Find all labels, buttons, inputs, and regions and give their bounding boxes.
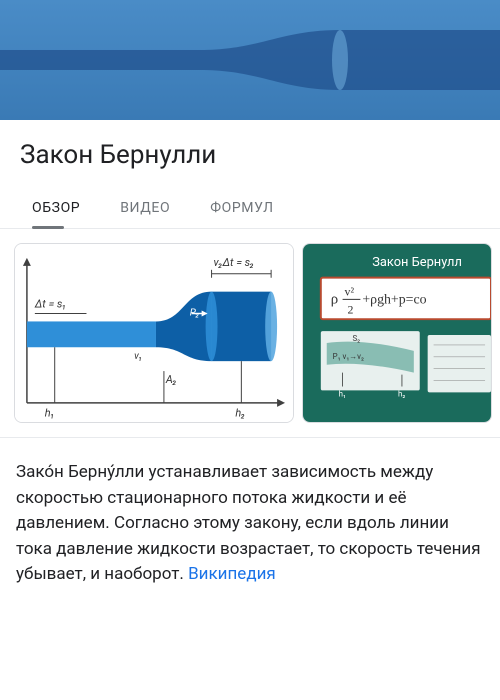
svg-text:v₁: v₁ xyxy=(134,351,142,362)
svg-text:v²: v² xyxy=(345,284,355,298)
thumb-diagram[interactable]: v₂Δt = s₂ Δt = s₁ P₂ v₁ A₂ h₁ h₂ xyxy=(14,243,294,423)
description-block: Зако́н Берну́лли устанавливает зависимос… xyxy=(0,438,500,604)
svg-text:Δt = s₁: Δt = s₁ xyxy=(34,298,66,311)
source-link[interactable]: Википедия xyxy=(188,564,276,584)
svg-text:Закон Бернулл: Закон Бернулл xyxy=(372,255,462,270)
hero-banner xyxy=(0,0,500,120)
bernoulli-pipe-diagram: v₂Δt = s₂ Δt = s₁ P₂ v₁ A₂ h₁ h₂ xyxy=(15,244,293,423)
image-carousel[interactable]: v₂Δt = s₂ Δt = s₁ P₂ v₁ A₂ h₁ h₂ Закон Б… xyxy=(0,229,500,438)
svg-text:ρ: ρ xyxy=(331,291,338,307)
hero-pipe-illustration xyxy=(0,0,500,120)
tab-video[interactable]: ВИДЕО xyxy=(100,186,190,228)
page-title: Закон Бернулли xyxy=(0,120,500,186)
svg-text:A₂: A₂ xyxy=(165,373,177,386)
svg-text:S₂: S₂ xyxy=(352,334,360,343)
svg-text:h₁: h₁ xyxy=(339,389,346,398)
svg-text:P₁ v₁→v₂: P₁ v₁→v₂ xyxy=(333,352,364,361)
bernoulli-formula-card: Закон Бернулл ρ v² 2 +ρgh+p=co P₁ v₁→v₂ … xyxy=(303,244,491,422)
tab-overview[interactable]: ОБЗОР xyxy=(12,186,100,228)
svg-text:+ρgh+p=co: +ρgh+p=co xyxy=(362,291,426,306)
tabs-bar: ОБЗОР ВИДЕО ФОРМУЛ xyxy=(0,186,500,229)
tab-formula[interactable]: ФОРМУЛ xyxy=(190,186,293,228)
svg-text:2: 2 xyxy=(348,302,354,316)
svg-text:h₂: h₂ xyxy=(398,389,405,398)
svg-text:v₂Δt = s₂: v₂Δt = s₂ xyxy=(214,256,255,269)
svg-text:h₂: h₂ xyxy=(235,407,245,420)
thumb-formula-card[interactable]: Закон Бернулл ρ v² 2 +ρgh+p=co P₁ v₁→v₂ … xyxy=(302,243,492,423)
svg-text:h₁: h₁ xyxy=(45,407,55,420)
